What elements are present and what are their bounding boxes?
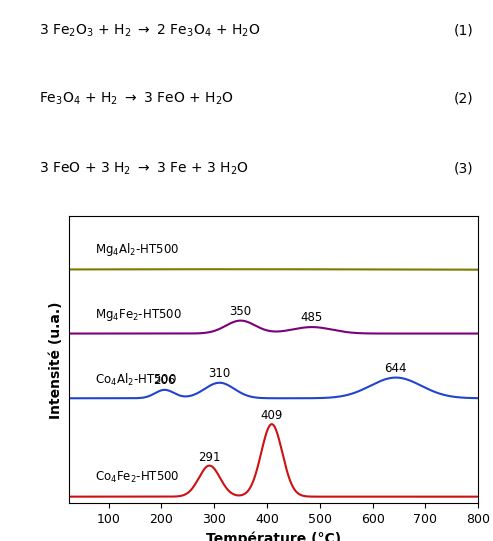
Text: (2): (2) <box>454 91 473 105</box>
Y-axis label: Intensité (u.a.): Intensité (u.a.) <box>49 301 64 419</box>
Text: (3): (3) <box>454 162 473 176</box>
Text: 644: 644 <box>385 362 407 375</box>
Text: 291: 291 <box>198 451 221 464</box>
Text: Fe$_3$O$_4$ + H$_2$ $\rightarrow$ 3 FeO + H$_2$O: Fe$_3$O$_4$ + H$_2$ $\rightarrow$ 3 FeO … <box>39 90 234 107</box>
Text: Mg$_4$Al$_2$-HT500: Mg$_4$Al$_2$-HT500 <box>96 241 179 259</box>
Text: 3 Fe$_2$O$_3$ + H$_2$ $\rightarrow$ 2 Fe$_3$O$_4$ + H$_2$O: 3 Fe$_2$O$_3$ + H$_2$ $\rightarrow$ 2 Fe… <box>39 23 261 39</box>
X-axis label: Température (°C): Température (°C) <box>206 531 341 541</box>
Text: 350: 350 <box>230 305 252 318</box>
Text: 485: 485 <box>301 312 323 325</box>
Text: 206: 206 <box>153 374 176 387</box>
Text: 3 FeO + 3 H$_2$ $\rightarrow$ 3 Fe + 3 H$_2$O: 3 FeO + 3 H$_2$ $\rightarrow$ 3 Fe + 3 H… <box>39 160 249 177</box>
Text: Co$_4$Fe$_2$-HT500: Co$_4$Fe$_2$-HT500 <box>96 470 180 485</box>
Text: 409: 409 <box>261 409 283 422</box>
Text: Co$_4$Al$_2$-HT500: Co$_4$Al$_2$-HT500 <box>96 372 177 388</box>
Text: 310: 310 <box>209 367 231 380</box>
Text: (1): (1) <box>454 24 473 38</box>
Text: Mg$_4$Fe$_2$-HT500: Mg$_4$Fe$_2$-HT500 <box>96 307 182 323</box>
